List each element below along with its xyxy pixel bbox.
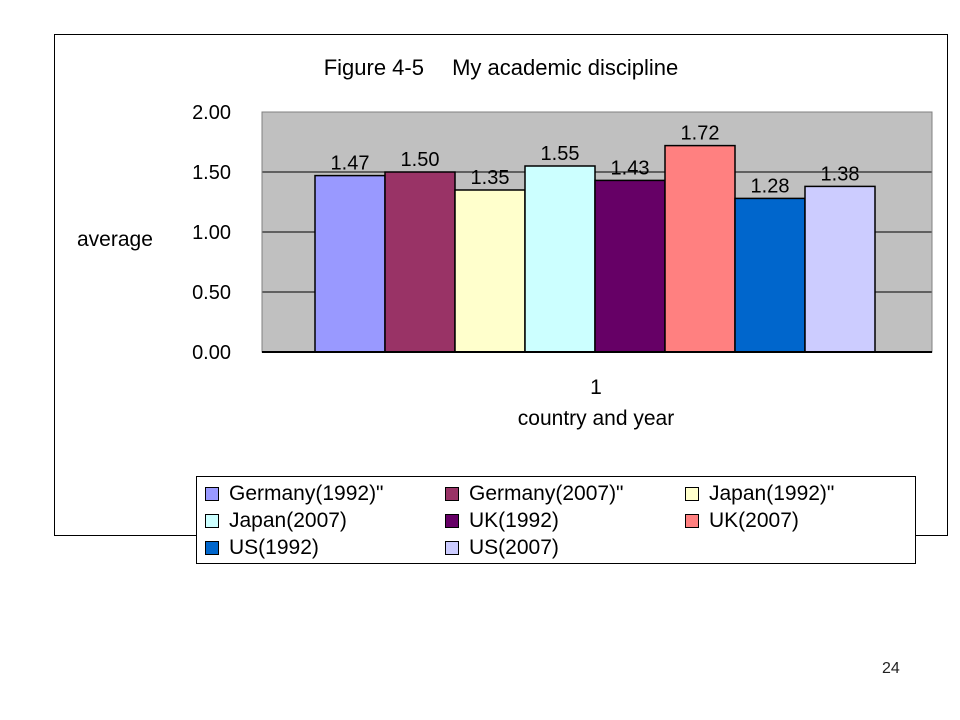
bar-8 <box>804 185 876 353</box>
page-number: 24 <box>882 660 900 677</box>
chart-legend: Germany(1992)" Germany(2007)" Japan(1992)"… <box>196 476 916 564</box>
legend-swatch <box>445 514 459 528</box>
bar-5 <box>594 179 666 353</box>
y-tick-label: 1.00 <box>192 222 231 244</box>
x-axis-label: country and year <box>518 407 674 430</box>
legend-item: UK(1992) <box>445 508 559 534</box>
data-label: 1.55 <box>541 143 580 165</box>
y-tick-label: 1.50 <box>192 162 231 184</box>
bar-6 <box>664 144 736 353</box>
legend-item: US(2007) <box>445 535 559 561</box>
data-label: 1.28 <box>751 175 790 197</box>
legend-label: Japan(1992)" <box>709 482 835 505</box>
legend-label: Germany(2007)" <box>469 482 624 505</box>
chart-title: Figure 4-5 My academic discipline <box>324 55 679 80</box>
legend-swatch <box>445 487 459 501</box>
bar-chart: Figure 4-5 My academic discipline 0.00 0.… <box>77 55 933 430</box>
y-tick-label: 0.00 <box>192 342 231 364</box>
bar-3 <box>454 189 526 353</box>
y-tick-label: 2.00 <box>192 102 231 124</box>
legend-item: Japan(1992)" <box>685 481 834 507</box>
bar-7 <box>734 197 806 353</box>
data-label: 1.43 <box>611 157 650 179</box>
legend-item: US(1992) <box>205 535 319 561</box>
data-label: 1.35 <box>471 167 510 189</box>
data-label: 1.38 <box>821 163 860 185</box>
bar-1 <box>314 174 386 353</box>
legend-item: Germany(1992)" <box>205 481 384 507</box>
bar-4 <box>524 165 596 353</box>
legend-swatch <box>205 541 219 555</box>
legend-label: Germany(1992)" <box>229 482 384 505</box>
legend-item: Germany(2007)" <box>445 481 624 507</box>
legend-label: UK(2007) <box>709 509 799 532</box>
legend-swatch <box>205 487 219 501</box>
legend-swatch <box>685 514 699 528</box>
y-tick-label: 0.50 <box>192 282 231 304</box>
legend-item: UK(2007) <box>685 508 799 534</box>
chart-frame: Figure 4-5 My academic discipline 0.00 0.… <box>54 34 948 564</box>
legend-swatch <box>205 514 219 528</box>
legend-label: Japan(2007) <box>229 509 347 532</box>
legend-swatch <box>445 541 459 555</box>
data-label: 1.72 <box>681 123 720 145</box>
data-label: 1.50 <box>401 149 440 171</box>
legend-label: UK(1992) <box>469 509 559 532</box>
legend-swatch <box>685 487 699 501</box>
legend-item: Japan(2007) <box>205 508 347 534</box>
data-label: 1.47 <box>331 153 370 175</box>
legend-label: US(2007) <box>469 536 559 559</box>
y-axis-label: average <box>77 228 153 251</box>
x-category-label: 1 <box>590 376 602 399</box>
bar-2 <box>384 171 456 353</box>
legend-label: US(1992) <box>229 536 319 559</box>
